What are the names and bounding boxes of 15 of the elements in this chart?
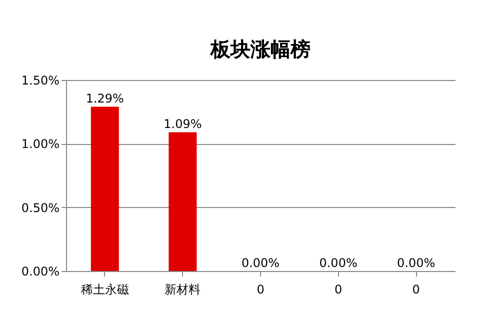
y-tick-label: 0.00% — [21, 264, 60, 278]
data-label: 1.29% — [86, 92, 124, 106]
data-label: 0.00% — [241, 256, 280, 270]
y-tick-label: 1.00% — [21, 137, 60, 152]
data-label: 0.00% — [397, 256, 436, 270]
x-tick-label: 新材料 — [164, 282, 201, 296]
data-label: 1.09% — [164, 117, 202, 132]
x-tick-label: 稀土永磁 — [80, 282, 129, 296]
data-label: 0.00% — [319, 256, 358, 270]
x-tick-label: 0 — [334, 282, 342, 296]
chart-title: 板块涨幅榜 — [210, 37, 310, 61]
y-tick-label: 0.50% — [21, 200, 60, 215]
x-tick-label: 0 — [256, 282, 264, 296]
x-tick-label: 0 — [412, 282, 420, 296]
y-tick-label: 1.50% — [21, 74, 60, 88]
